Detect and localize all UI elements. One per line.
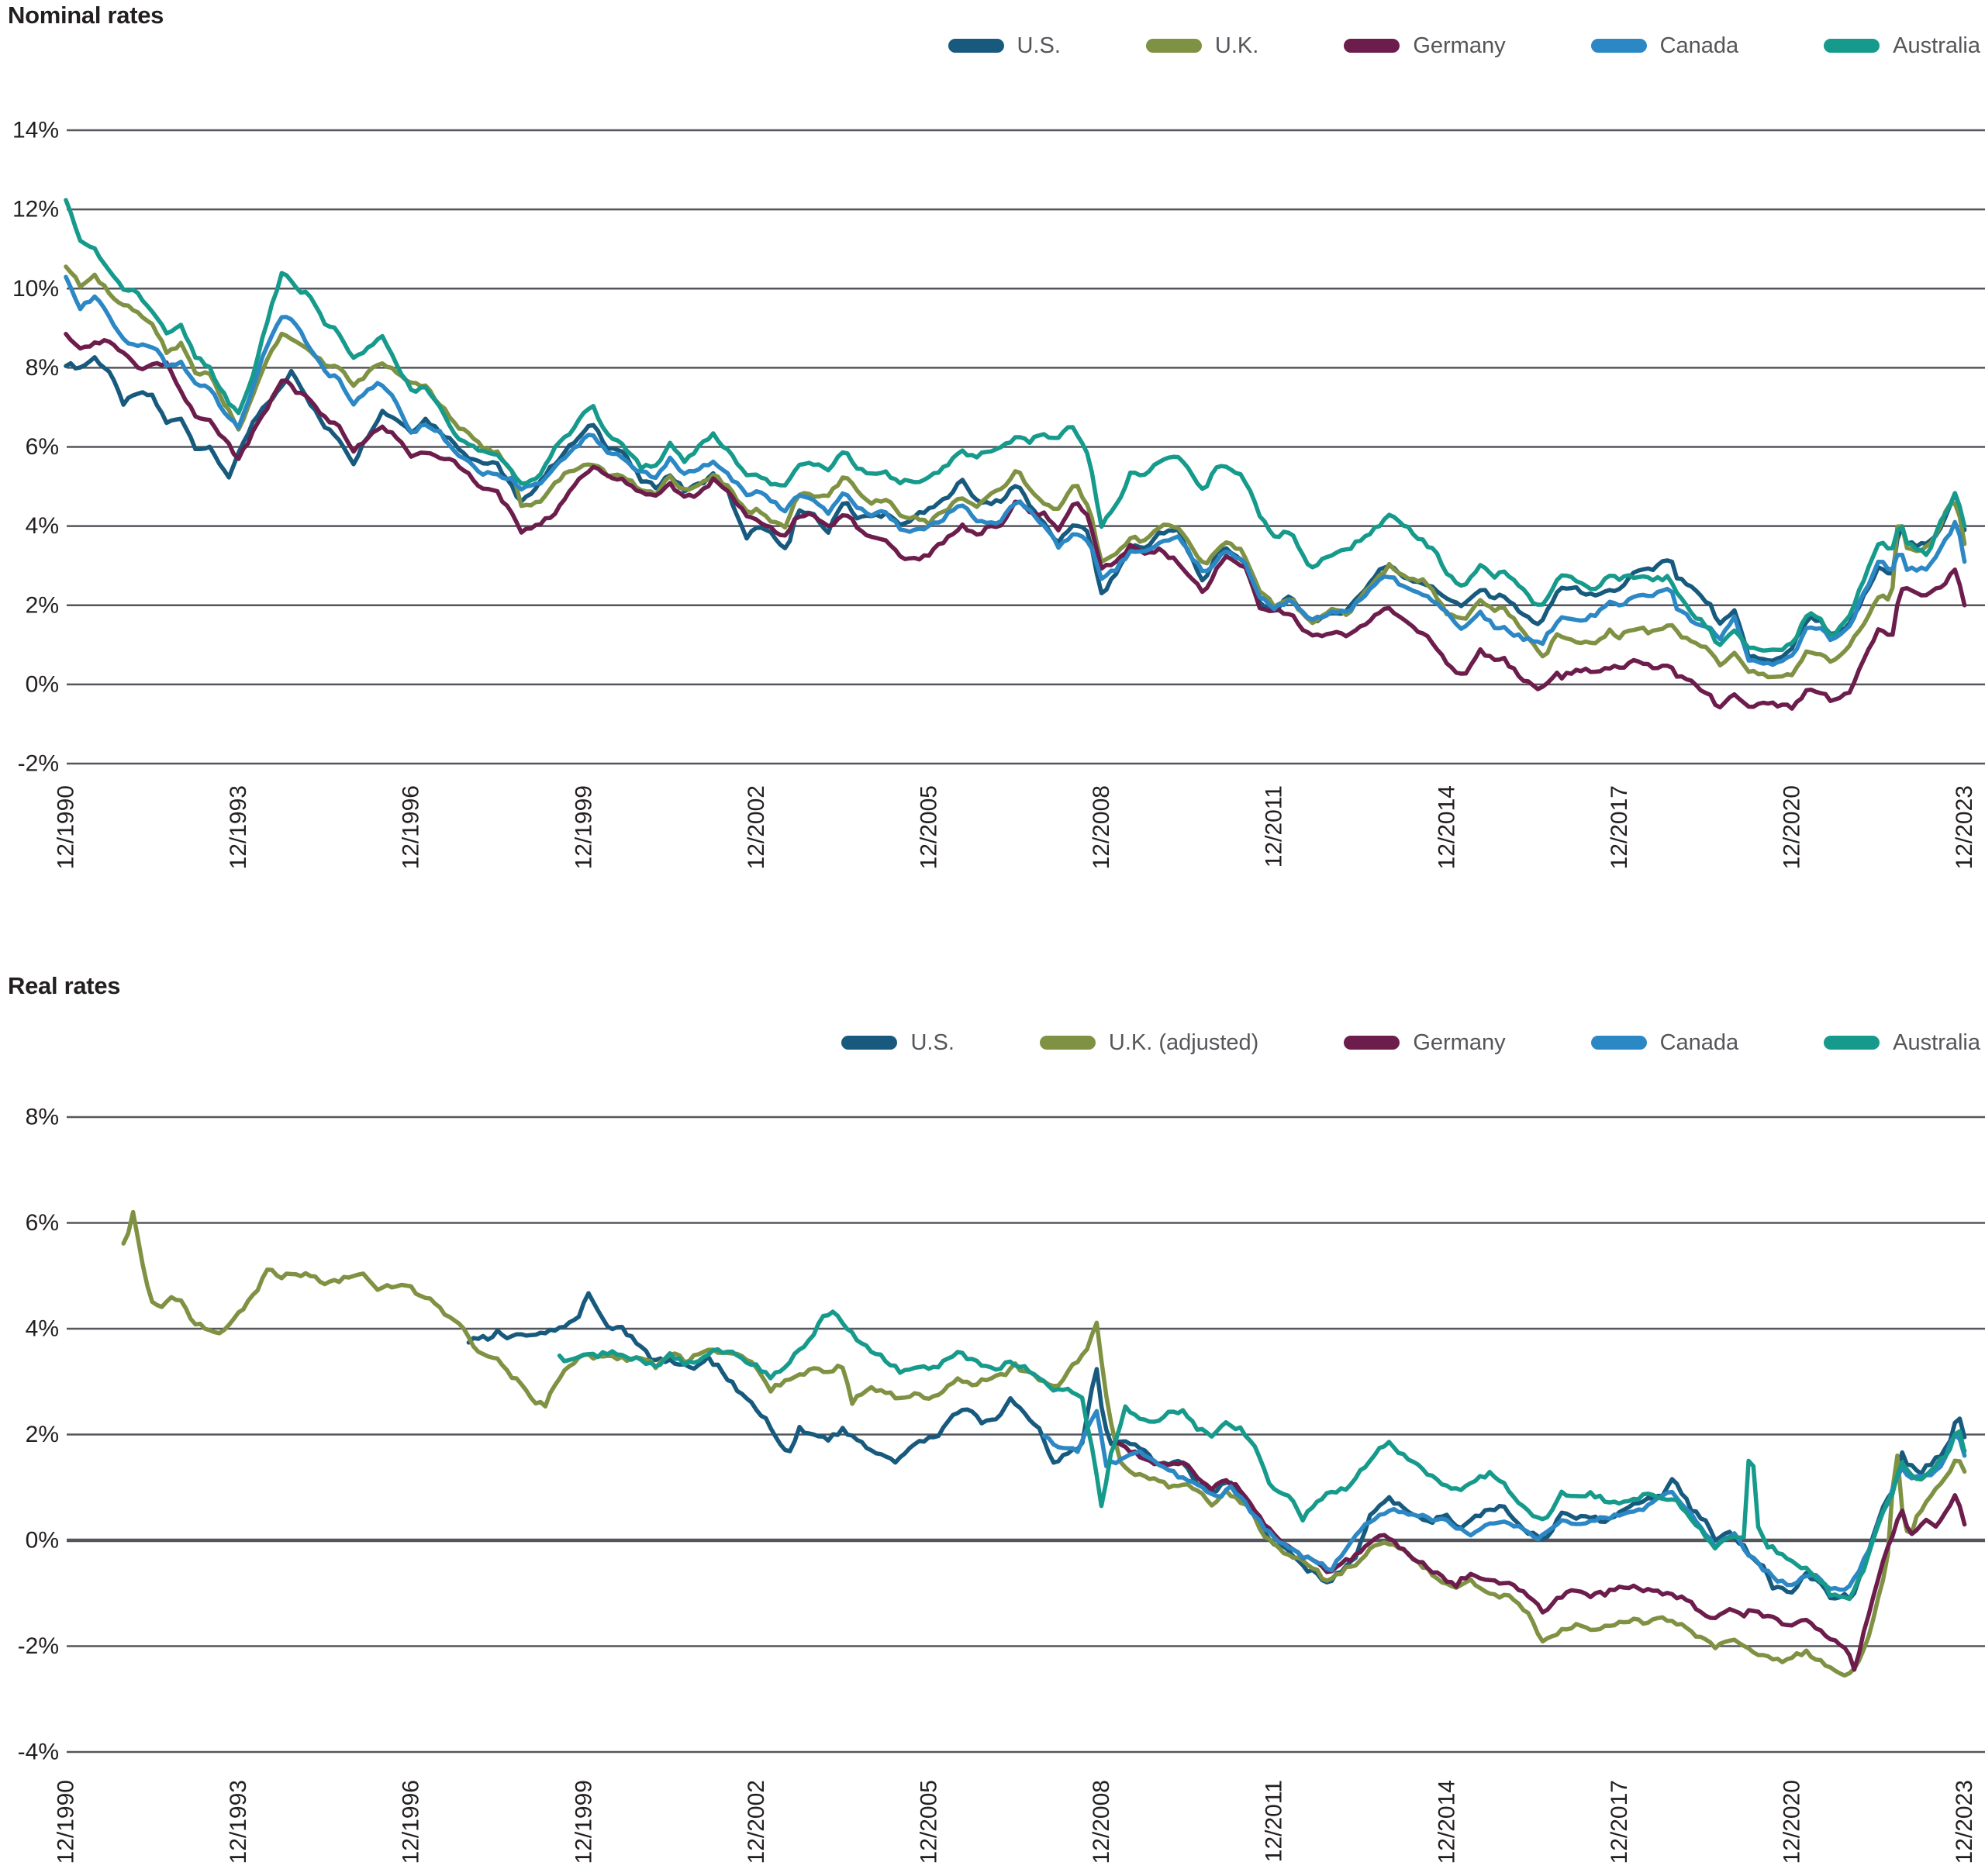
series-line-germany	[1113, 1440, 1967, 1672]
real-chart-title: Real rates	[8, 972, 121, 999]
x-tick-label: 12/1990	[54, 1780, 79, 1864]
series-line-u-k	[64, 264, 1967, 680]
legend-item-australia: Australia	[1824, 1030, 1980, 1056]
legend-item-germany: Germany	[1344, 33, 1506, 59]
x-tick-label: 12/2017	[1607, 785, 1632, 869]
legend-swatch-canada	[1590, 1036, 1647, 1050]
x-tick-label: 12/2020	[1780, 785, 1805, 869]
legend-item-australia: Australia	[1824, 33, 1980, 59]
legend-item-u-k: U.K.	[1145, 33, 1259, 59]
y-tick-label: 0%	[26, 1528, 59, 1554]
legend-label-u-k-adjusted: U.K. (adjusted)	[1108, 1029, 1259, 1055]
x-tick-label: 12/1996	[399, 785, 424, 869]
series-line-u-s	[466, 1291, 1967, 1602]
x-tick-label: 12/2005	[917, 785, 942, 869]
x-tick-label: 12/2023	[1952, 785, 1977, 869]
legend-item-u-s: U.S.	[841, 1029, 955, 1056]
y-tick-label: 0%	[26, 671, 59, 697]
legend-item-germany: Germany	[1344, 1029, 1506, 1056]
x-tick-label: 12/2014	[1434, 785, 1459, 869]
y-tick-label: 4%	[26, 513, 59, 539]
x-tick-label: 12/2017	[1607, 1780, 1632, 1864]
y-tick-label: 6%	[26, 1210, 59, 1236]
legend-swatch-canada	[1590, 39, 1647, 53]
x-tick-label: 12/2020	[1780, 1780, 1805, 1864]
legend-label-germany: Germany	[1413, 33, 1506, 58]
legend-item-u-s: U.S.	[948, 33, 1061, 59]
legend-label-u-s: U.S.	[910, 1029, 955, 1055]
x-tick-label: 12/1993	[226, 1780, 251, 1864]
y-tick-label: 14%	[12, 118, 59, 143]
legend-item-u-k-adjusted: U.K. (adjusted)	[1039, 1029, 1259, 1056]
y-tick-label: 8%	[26, 355, 59, 381]
x-tick-label: 12/2002	[744, 1780, 769, 1864]
x-tick-label: 12/2005	[917, 1780, 942, 1864]
nominal-chart-legend: U.S. U.K. Germany Canada Australia	[948, 29, 1980, 62]
nominal-chart-title: Nominal rates	[8, 2, 164, 29]
legend-label-u-s: U.S.	[1017, 33, 1061, 58]
x-tick-label: 12/2011	[1262, 1780, 1287, 1862]
x-tick-label: 12/2008	[1089, 1780, 1114, 1864]
legend-item-canada: Canada	[1590, 1029, 1739, 1056]
x-tick-label: 12/2002	[744, 785, 769, 869]
series-line-australia	[557, 1309, 1967, 1602]
x-tick-label: 12/1990	[54, 785, 79, 869]
legend-swatch-australia	[1824, 39, 1880, 53]
y-tick-label: 2%	[26, 592, 59, 618]
legend-label-canada: Canada	[1659, 1029, 1739, 1055]
legend-swatch-germany	[1344, 1036, 1400, 1050]
legend-swatch-u-s	[948, 39, 1004, 53]
legend-swatch-australia	[1824, 1036, 1880, 1050]
x-tick-label: 12/2023	[1952, 1780, 1977, 1864]
legend-swatch-u-s	[841, 1036, 898, 1050]
legend-label-australia: Australia	[1893, 1029, 1980, 1055]
x-tick-label: 12/1993	[226, 785, 251, 869]
y-tick-label: 2%	[26, 1422, 59, 1447]
y-tick-label: -4%	[18, 1740, 59, 1765]
series-line-canada	[64, 274, 1967, 667]
x-tick-label: 12/2011	[1262, 785, 1287, 867]
series-line-u-s	[64, 355, 1967, 663]
y-tick-label: 10%	[12, 276, 59, 302]
y-tick-label: -2%	[18, 751, 59, 777]
series-line-australia	[64, 198, 1967, 653]
y-tick-label: 4%	[26, 1316, 59, 1342]
y-tick-label: 8%	[26, 1105, 59, 1130]
series-line-germany	[64, 332, 1967, 711]
legend-swatch-u-k-adjusted	[1039, 1036, 1096, 1050]
legend-item-canada: Canada	[1590, 33, 1739, 59]
legend-label-u-k: U.K.	[1214, 33, 1259, 58]
y-tick-label: 12%	[12, 197, 59, 222]
legend-label-australia: Australia	[1893, 33, 1980, 58]
x-tick-label: 12/2008	[1089, 785, 1114, 869]
y-tick-label: 6%	[26, 434, 59, 460]
legend-label-canada: Canada	[1659, 33, 1739, 58]
legend-swatch-u-k	[1145, 39, 1202, 53]
x-tick-label: 12/1996	[399, 1780, 424, 1864]
x-tick-label: 12/1999	[571, 1780, 596, 1864]
legend-swatch-germany	[1344, 39, 1400, 53]
real-chart-legend: U.S. U.K. (adjusted) Germany Canada Australi…	[841, 1026, 1980, 1059]
y-tick-label: -2%	[18, 1633, 59, 1659]
series-line-canada	[1041, 1409, 1967, 1592]
x-tick-label: 12/2014	[1434, 1780, 1459, 1864]
legend-label-germany: Germany	[1413, 1029, 1506, 1055]
x-tick-label: 12/1999	[571, 785, 596, 869]
